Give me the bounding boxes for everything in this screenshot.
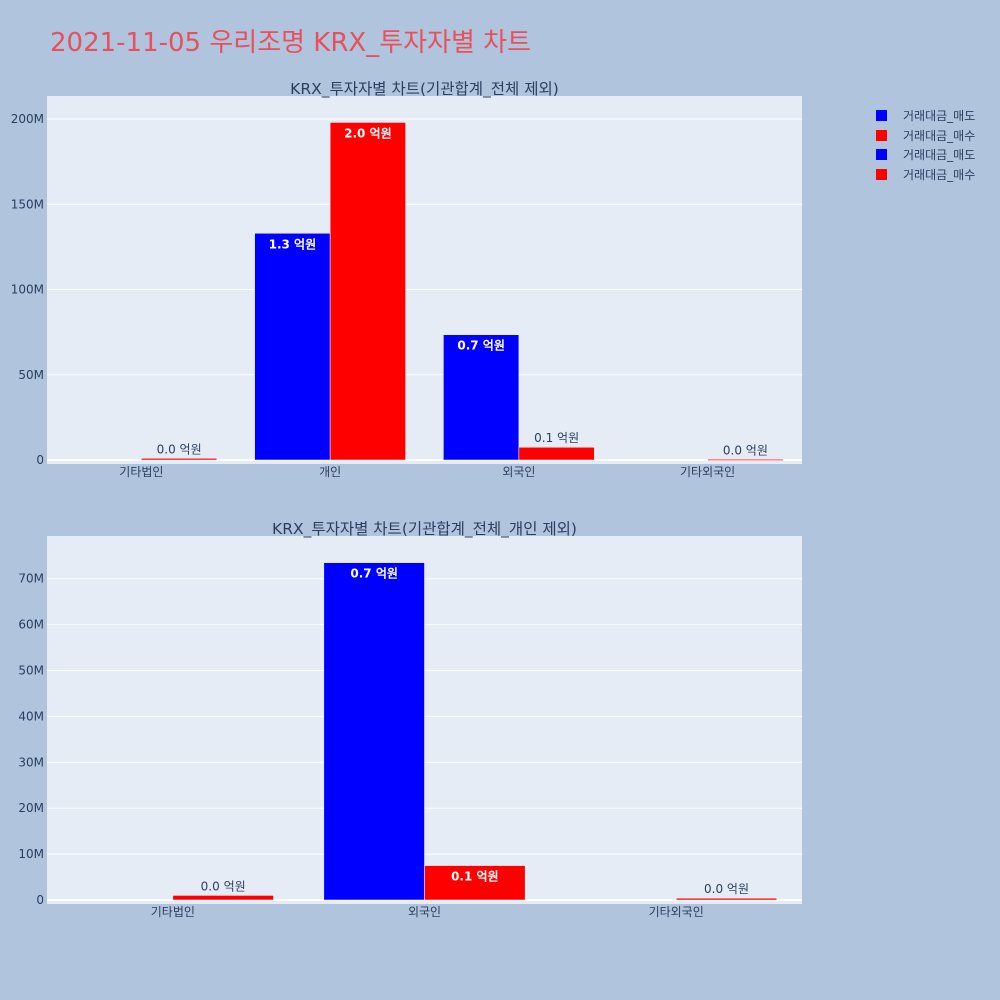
data-label: 0.0 억원: [201, 879, 246, 893]
legend-swatch: [876, 168, 887, 180]
y-tick-label: 0: [36, 893, 44, 907]
data-label: 0.1 억원: [451, 870, 499, 884]
x-tick-label: 외국인: [408, 905, 441, 919]
bar: [518, 446, 595, 461]
bar: [443, 334, 520, 461]
data-label: 0.7 억원: [350, 567, 398, 581]
y-tick-label: 10M: [18, 847, 44, 861]
y-tick-label: 200M: [11, 112, 44, 126]
legend-item[interactable]: 거래대금_매수: [876, 165, 975, 185]
bar: [141, 458, 218, 461]
legend-item[interactable]: 거래대금_매수: [876, 126, 975, 146]
data-label: 0.0 억원: [723, 443, 768, 457]
y-tick-label: 50M: [18, 664, 44, 678]
data-label: 2.0 억원: [344, 126, 392, 140]
y-tick-label: 0: [36, 453, 44, 467]
legend-swatch: [876, 110, 887, 122]
y-tick-label: 50M: [18, 368, 44, 382]
legend-label: 거래대금_매도: [903, 109, 976, 124]
y-tick-label: 100M: [11, 283, 44, 297]
x-tick-label: 개인: [319, 465, 341, 479]
bar: [424, 865, 526, 901]
bar: [254, 233, 331, 461]
y-tick-label: 150M: [11, 197, 44, 211]
y-tick-label: 40M: [18, 709, 44, 723]
bar: [323, 562, 425, 901]
bar: [675, 897, 778, 901]
chart-panel: 0 50M 100M 150M 200M KRX_투자자별 차트(기관합계_전체 제외) 기…: [11, 80, 802, 479]
y-tick-label: 60M: [18, 618, 44, 632]
bar: [329, 122, 406, 461]
x-tick-label: 기타법인: [151, 905, 195, 919]
legend-label: 거래대금_매수: [903, 167, 976, 182]
y-tick-label: 30M: [18, 755, 44, 769]
legend-label: 거래대금_매도: [903, 148, 976, 163]
legend-item[interactable]: 거래대금_매도: [876, 106, 975, 126]
data-label: 0.0 억원: [157, 442, 202, 456]
y-tick-label: 70M: [18, 572, 44, 586]
chart-panel: 0 10M 20M 30M 40M 50M 60M 70M KRX_투자자별 차트(기관합계_전…: [18, 520, 802, 919]
legend-item[interactable]: 거래대금_매도: [876, 145, 975, 165]
page-title: 2021-11-05 우리조명 KRX_투자자별 차트: [50, 28, 532, 58]
legend-swatch: [876, 129, 887, 141]
data-label: 0.0 억원: [704, 882, 749, 896]
x-tick-label: 기타외국인: [680, 465, 735, 479]
data-label: 0.1 억원: [534, 431, 579, 445]
x-tick-label: 기타법인: [119, 465, 163, 479]
legend[interactable]: 거래대금_매도 거래대금_매수 거래대금_매도 거래대금_매수: [876, 106, 975, 184]
legend-label: 거래대금_매수: [903, 128, 976, 143]
y-tick-label: 20M: [18, 801, 44, 815]
x-tick-label: 외국인: [502, 465, 535, 479]
legend-swatch: [876, 149, 887, 161]
bar: [172, 895, 274, 901]
x-tick-label: 기타외국인: [649, 905, 704, 919]
chart-title: KRX_투자자별 차트(기관합계_전체 제외): [290, 80, 559, 99]
data-label: 0.7 억원: [457, 339, 505, 353]
plot-area: [47, 96, 802, 464]
data-label: 1.3 억원: [269, 237, 317, 251]
bar: [707, 459, 784, 461]
chart-title: KRX_투자자별 차트(기관합계_전체_개인 제외): [272, 520, 577, 539]
